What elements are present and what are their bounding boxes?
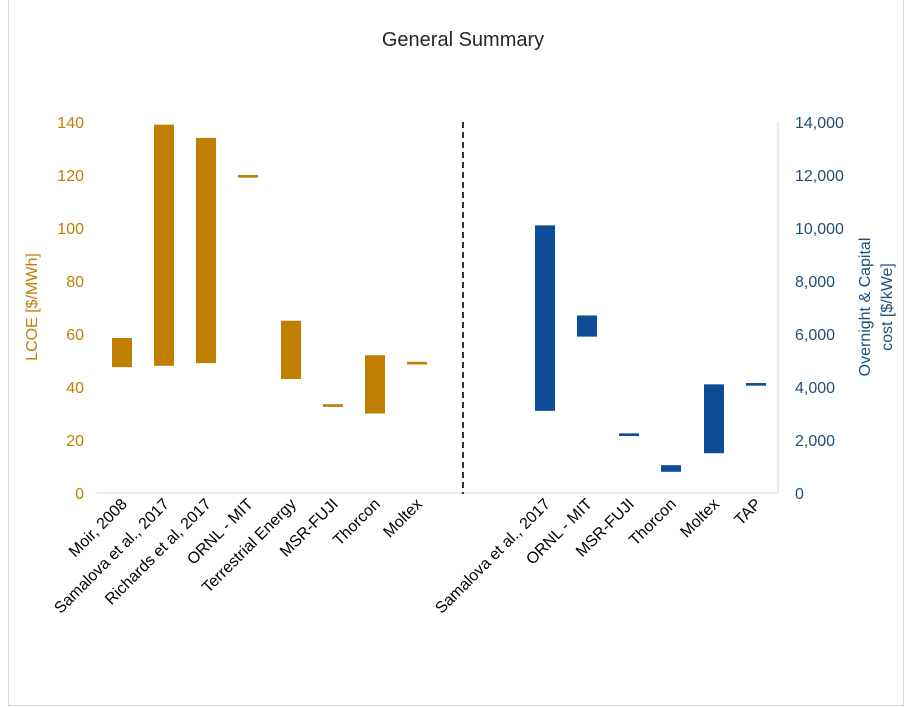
range-bar-thorcon: [365, 355, 385, 414]
right-axis-tick-label: 14,000: [795, 115, 844, 132]
right-axis-tick-label: 2,000: [795, 433, 835, 450]
range-bar-richards-et-al-2017: [196, 137, 216, 364]
left-axis-tick-label: 140: [57, 115, 84, 132]
axes-group: 0 20 40 60 80 100 120 140 0 2,000 4,000 6,000 8,000 1…: [24, 115, 896, 503]
left-axis-tick-label: 40: [66, 380, 84, 397]
range-bar-msr-fuji: [619, 433, 639, 437]
category-label: TAP: [732, 496, 765, 529]
category-label: Moltex: [677, 496, 722, 541]
range-bar-samalova-et-al-2017: [535, 225, 555, 411]
left-axis-tick-label: 20: [66, 433, 84, 450]
range-bar-moir-2008: [112, 337, 132, 368]
range-bar-tap: [746, 383, 766, 386]
bars-group: [112, 124, 766, 472]
range-bar-moltex: [704, 384, 724, 454]
range-bar-msr-fuji: [323, 404, 343, 407]
right-axis-tick-label: 4,000: [795, 380, 835, 397]
left-axis-tick-label: 0: [75, 486, 84, 503]
right-axis-tick-label: 10,000: [795, 221, 844, 238]
category-label: Moltex: [380, 496, 425, 541]
right-axis-tick-label: 12,000: [795, 168, 844, 185]
range-bar-ornl-mit: [238, 175, 258, 178]
right-axis-tick-label: 8,000: [795, 274, 835, 291]
range-bar-terrestrial-energy: [281, 320, 301, 380]
right-axis-tick-label: 6,000: [795, 327, 835, 344]
range-bar-samalova-et-al-2017: [154, 124, 174, 366]
left-axis-title: LCOE [$/MWh]: [24, 253, 41, 361]
right-axis-tick-label: 0: [795, 486, 804, 503]
right-axis-title-line: cost [$/kWe]: [879, 263, 896, 351]
range-bar-ornl-mit: [577, 315, 597, 337]
left-axis-tick-label: 100: [57, 221, 84, 238]
category-label: Thorcon: [330, 496, 384, 550]
range-bar-thorcon: [661, 465, 681, 472]
right-axis-title-line: Overnight & Capital: [857, 238, 874, 377]
range-bar-moltex: [407, 361, 427, 365]
chart-title: General Summary: [382, 29, 544, 51]
left-axis-tick-label: 80: [66, 274, 84, 291]
left-axis-tick-label: 120: [57, 168, 84, 185]
left-axis-tick-label: 60: [66, 327, 84, 344]
category-label: Thorcon: [626, 496, 680, 550]
